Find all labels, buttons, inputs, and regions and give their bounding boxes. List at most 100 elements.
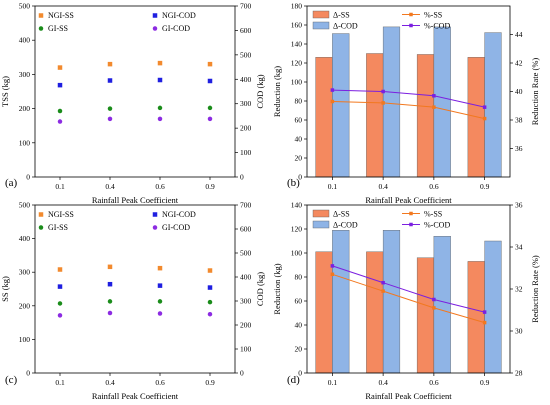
x-tick-label: 0.6 [155, 378, 165, 387]
chart-panel: 0.1 0.4 0.6 0.9 Rainfall Peak Coefficient 0 20… [272, 2, 540, 206]
y-left-tick-label: 40 [295, 321, 303, 330]
bar [484, 240, 502, 374]
y-left-tick-label: 300 [19, 70, 31, 79]
x-tick-label: 0.6 [429, 182, 439, 191]
data-point [207, 285, 213, 290]
y-left-tick-label: 20 [295, 345, 303, 354]
x-tick-label: 0.1 [328, 378, 338, 387]
data-point [107, 310, 113, 316]
y-right-tick-label: 44 [515, 30, 523, 39]
y-right-tick-label: 30 [515, 327, 523, 336]
legend-label: NGI-COD [162, 210, 196, 219]
plot-frame [34, 204, 236, 374]
data-point [207, 105, 213, 111]
x-tick-label: 0.4 [378, 182, 388, 191]
data-point [207, 299, 213, 305]
y-right-tick-label: 28 [515, 369, 523, 378]
x-tick-label: 0.9 [480, 182, 490, 191]
y-right-tick-label: 400 [240, 273, 252, 282]
y-left-tick-label: 100 [291, 249, 303, 258]
legend-marker [409, 222, 413, 227]
y-right-tick-label: 200 [240, 124, 252, 133]
y-right-tick-label: 100 [240, 345, 252, 354]
legend-label: Δ-COD [333, 221, 358, 230]
x-tick-label: 0.6 [155, 182, 165, 191]
y-right-tick-label: 36 [515, 201, 523, 210]
panel-label: (c) [5, 374, 18, 386]
y-left-tick-label: 400 [19, 234, 31, 243]
y-left-tick-label: 140 [291, 201, 303, 210]
bar [332, 33, 350, 178]
data-point [157, 265, 163, 271]
y-right-tick-label: 700 [240, 2, 252, 11]
line-point [482, 310, 487, 314]
y-right-axis-label: Reduction Rate (%) [530, 255, 540, 323]
y-right-axis-label: COD (kg) [255, 272, 265, 306]
legend-marker [38, 225, 44, 230]
y-left-tick-label: 500 [19, 201, 31, 210]
line-point [381, 280, 385, 285]
legend-label: %-SS [424, 11, 442, 20]
legend-swatch [312, 220, 330, 229]
data-point [107, 299, 113, 304]
legend-marker [409, 211, 413, 216]
legend-swatch [312, 10, 330, 19]
chart-panel: 0.1 0.4 0.6 0.9 Rainfall Peak Coefficient 0 10… [0, 201, 265, 402]
y-right-tick-label: 0 [240, 173, 244, 182]
series-line [332, 100, 485, 120]
legend-swatch [312, 21, 330, 30]
data-point [57, 82, 63, 88]
y-left-tick-label: 0 [298, 369, 302, 378]
data-point [107, 116, 113, 122]
x-tick-label: 0.4 [378, 378, 388, 387]
legend-marker [38, 26, 44, 31]
x-tick-label: 0.1 [55, 378, 65, 387]
series-line [332, 89, 485, 108]
line-point [381, 101, 385, 105]
line-point [330, 88, 335, 92]
legend-label: %-COD [424, 22, 450, 31]
data-point [107, 78, 113, 83]
y-right-tick-label: 300 [240, 297, 252, 306]
bar [366, 53, 384, 178]
data-point [107, 281, 113, 287]
y-left-tick-label: 160 [291, 21, 303, 30]
y-left-tick-label: 120 [291, 59, 303, 68]
y-right-tick-label: 100 [240, 148, 252, 157]
x-tick-label: 0.9 [205, 182, 215, 191]
legend-label: GI-SS [48, 223, 68, 232]
y-left-tick-label: 100 [19, 335, 31, 344]
y-left-tick-label: 20 [295, 154, 303, 163]
data-point [57, 284, 63, 289]
line-point [381, 289, 385, 293]
bar [382, 26, 401, 178]
legend-label: GI-COD [162, 223, 190, 232]
y-right-tick-label: 400 [240, 75, 252, 84]
chart-panel: 0.1 0.4 0.6 0.9 Rainfall Peak Coefficient 0 20… [272, 201, 540, 402]
bar [467, 261, 485, 374]
data-point [157, 311, 163, 316]
line-point [330, 272, 335, 277]
y-left-tick-label: 0 [26, 369, 30, 378]
y-left-tick-label: 80 [295, 97, 303, 106]
data-point [157, 283, 163, 288]
x-tick-label: 0.1 [328, 182, 338, 191]
legend-label: Δ-SS [333, 210, 350, 219]
line-point [381, 89, 385, 94]
data-point [157, 299, 163, 304]
y-left-tick-label: 80 [295, 273, 303, 282]
data-point [157, 77, 163, 83]
bar [332, 229, 350, 374]
bar [416, 257, 435, 374]
x-tick-label: 0.6 [429, 378, 439, 387]
data-point [107, 61, 113, 67]
y-left-tick-label: 200 [19, 104, 31, 113]
x-axis-label: Rainfall Peak Coefficient [92, 195, 179, 205]
line-point [432, 105, 436, 109]
data-point [57, 108, 63, 114]
panel-label: (b) [287, 177, 300, 189]
y-right-tick-label: 36 [515, 144, 523, 153]
line-point [330, 99, 335, 104]
data-point [207, 268, 213, 273]
bar [315, 251, 333, 374]
